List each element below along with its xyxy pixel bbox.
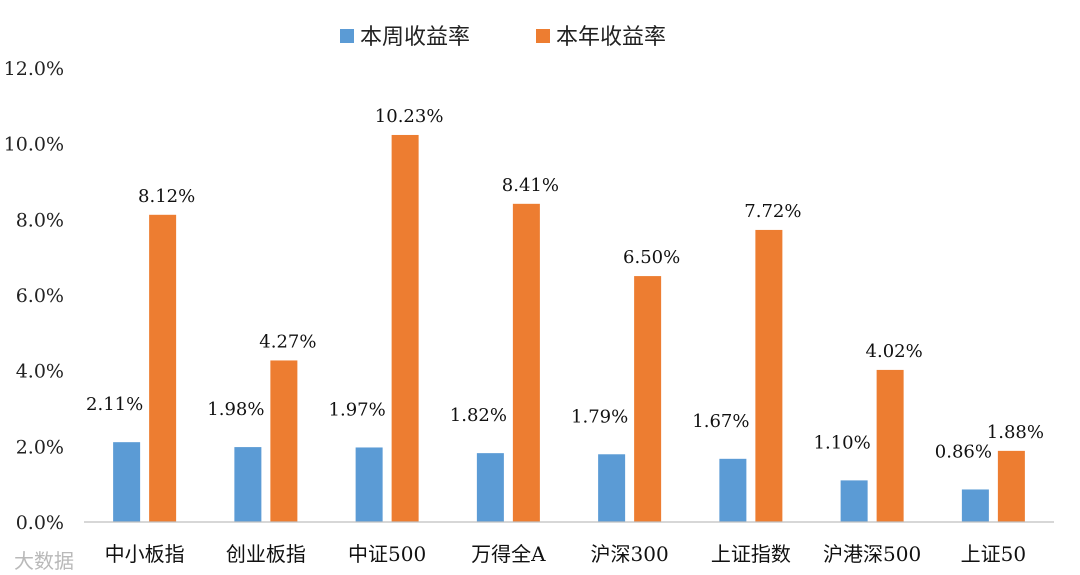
- data-label-weekly: 1.67%: [692, 411, 749, 432]
- legend-swatch-weekly: [340, 29, 354, 43]
- y-tick-label: 6.0%: [16, 285, 64, 307]
- bar-ytd-return: [876, 369, 904, 522]
- y-tick-label: 0.0%: [16, 512, 64, 534]
- bar-weekly-return: [355, 447, 383, 522]
- y-tick-label: 2.0%: [16, 436, 64, 458]
- legend-swatch-ytd: [536, 29, 550, 43]
- bar-ytd-return: [149, 214, 177, 522]
- y-tick-label: 10.0%: [4, 134, 64, 156]
- bar-weekly-return: [598, 454, 626, 522]
- bar-ytd-return: [512, 203, 540, 523]
- data-label-weekly: 1.98%: [207, 399, 264, 420]
- data-label-weekly: 0.86%: [935, 441, 992, 462]
- data-label-ytd: 1.88%: [987, 422, 1044, 443]
- y-tick-label: 12.0%: [4, 58, 64, 80]
- data-label-ytd: 8.12%: [138, 186, 195, 207]
- x-tick-label: 沪港深500: [823, 542, 921, 566]
- x-tick-label: 万得全A: [471, 542, 546, 566]
- bar-ytd-return: [634, 276, 662, 522]
- x-axis: 中小板指 创业板指 中证500 万得全A 沪深300 上证指数 沪港深500 上证50: [84, 521, 1054, 566]
- bar-ytd-return: [755, 229, 783, 522]
- x-tick-label: 上证指数: [711, 542, 791, 566]
- y-axis: 0.0% 2.0% 4.0% 6.0% 8.0% 10.0% 12.0%: [4, 58, 64, 534]
- y-tick-label: 4.0%: [16, 361, 64, 383]
- bar-weekly-return: [113, 442, 141, 522]
- legend: 本周收益率 本年收益率: [340, 25, 666, 50]
- bar-ytd-return: [391, 134, 419, 522]
- data-label-weekly: 1.82%: [450, 405, 507, 426]
- bar-weekly-return: [961, 489, 989, 522]
- y-tick-label: 8.0%: [16, 209, 64, 231]
- bar-ytd-return: [270, 360, 298, 522]
- bar-ytd-return: [997, 450, 1025, 522]
- bar-weekly-return: [840, 480, 868, 522]
- data-label-ytd: 7.72%: [744, 201, 801, 222]
- data-labels: 2.11% 8.12% 1.98% 4.27% 1.97% 10.23% 1.82% 8.41…: [86, 106, 1044, 462]
- data-label-ytd: 6.50%: [623, 247, 680, 268]
- data-label-ytd: 10.23%: [375, 106, 444, 127]
- x-tick-label: 上证50: [961, 542, 1026, 566]
- x-tick-label: 创业板指: [226, 542, 306, 566]
- data-label-weekly: 1.79%: [571, 406, 628, 427]
- data-label-ytd: 4.27%: [259, 331, 316, 352]
- data-label-weekly: 2.11%: [86, 394, 143, 415]
- bars: [113, 134, 1025, 523]
- data-label-ytd: 4.02%: [866, 341, 923, 362]
- legend-label-ytd: 本年收益率: [556, 25, 666, 50]
- data-label-ytd: 8.41%: [502, 175, 559, 196]
- bar-weekly-return: [234, 447, 262, 522]
- data-label-weekly: 1.10%: [814, 432, 871, 453]
- x-tick-label: 中小板指: [105, 542, 185, 566]
- watermark: 大数据: [14, 549, 74, 573]
- legend-label-weekly: 本周收益率: [360, 25, 470, 50]
- x-tick-label: 中证500: [348, 542, 426, 566]
- x-tick-label: 沪深300: [591, 542, 669, 566]
- bar-weekly-return: [476, 453, 504, 522]
- data-label-weekly: 1.97%: [329, 399, 386, 420]
- bar-weekly-return: [719, 458, 747, 522]
